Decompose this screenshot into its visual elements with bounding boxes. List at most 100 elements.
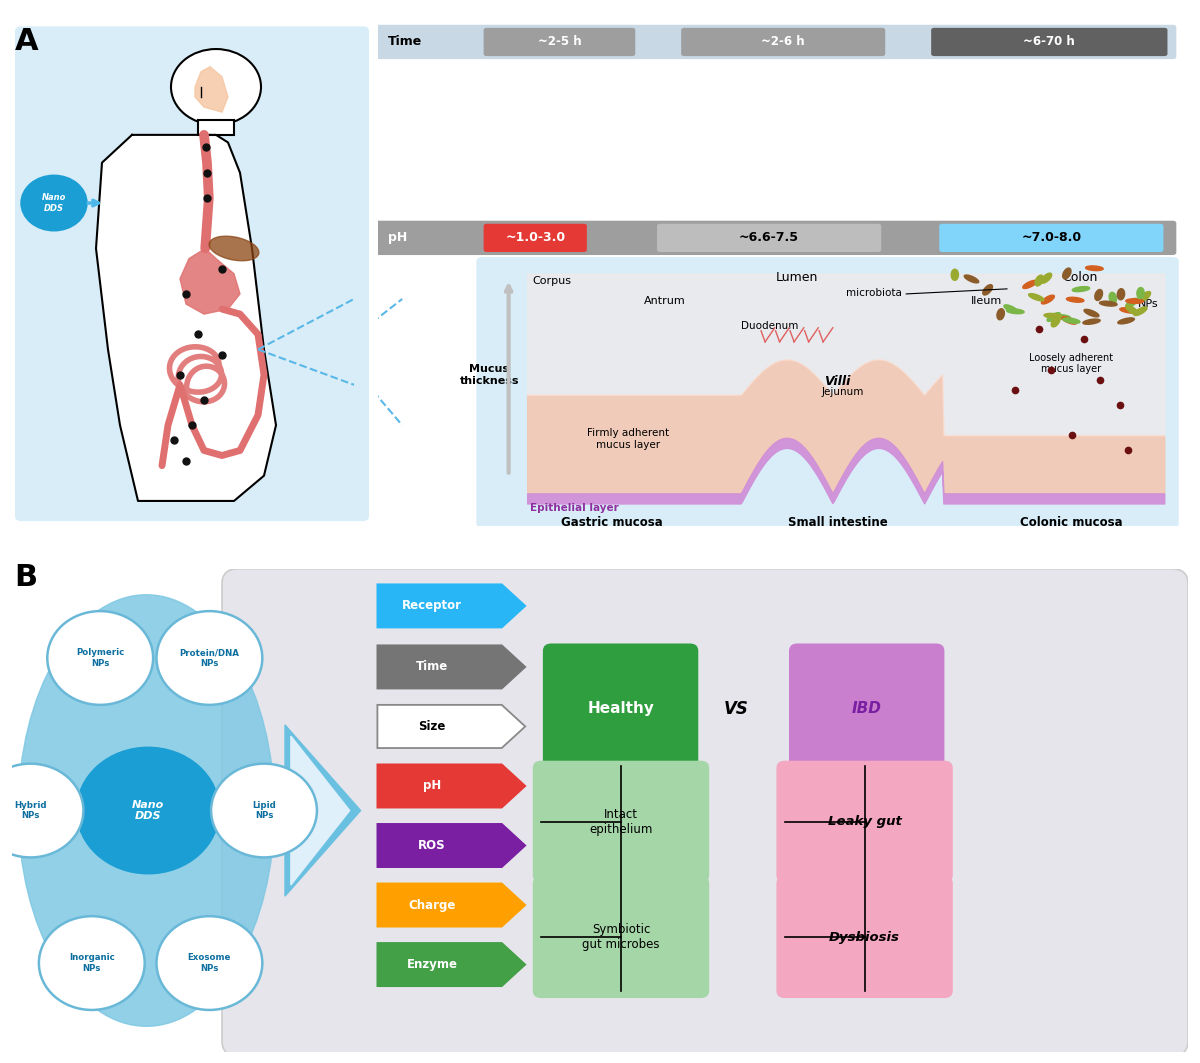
Text: Symbiotic
gut microbes: Symbiotic gut microbes	[582, 923, 660, 951]
Ellipse shape	[1063, 318, 1080, 323]
Polygon shape	[377, 943, 526, 986]
Text: Protein/DNA
NPs: Protein/DNA NPs	[180, 648, 239, 668]
FancyBboxPatch shape	[198, 120, 234, 135]
Ellipse shape	[1082, 319, 1100, 324]
Ellipse shape	[1051, 317, 1060, 327]
Ellipse shape	[1036, 275, 1043, 286]
Polygon shape	[286, 725, 361, 896]
FancyBboxPatch shape	[776, 761, 953, 882]
Ellipse shape	[1099, 301, 1117, 306]
Text: Time: Time	[416, 660, 449, 674]
Text: ~6.6-7.5: ~6.6-7.5	[739, 232, 799, 244]
Ellipse shape	[1140, 291, 1151, 302]
Circle shape	[172, 49, 262, 124]
Text: ~2-6 h: ~2-6 h	[762, 35, 805, 49]
Text: VS: VS	[724, 699, 749, 718]
Text: Intact
epithelium: Intact epithelium	[589, 808, 653, 836]
Polygon shape	[377, 705, 526, 748]
Ellipse shape	[1126, 305, 1138, 315]
Polygon shape	[96, 135, 276, 501]
Text: Lipid
NPs: Lipid NPs	[252, 800, 276, 821]
FancyBboxPatch shape	[533, 761, 709, 882]
Circle shape	[156, 916, 263, 1010]
Circle shape	[211, 763, 317, 858]
FancyBboxPatch shape	[533, 876, 709, 998]
Text: microbiota: microbiota	[846, 288, 902, 299]
Ellipse shape	[1084, 309, 1099, 317]
Text: A: A	[14, 27, 38, 55]
Ellipse shape	[1042, 273, 1051, 283]
Polygon shape	[194, 67, 228, 113]
Ellipse shape	[1126, 299, 1144, 303]
Circle shape	[156, 611, 263, 705]
Text: Polymeric
NPs: Polymeric NPs	[76, 648, 125, 668]
FancyBboxPatch shape	[374, 221, 1176, 255]
Ellipse shape	[18, 594, 275, 1027]
Text: ROS: ROS	[419, 839, 446, 853]
Text: IBD: IBD	[852, 702, 882, 716]
Ellipse shape	[1073, 287, 1090, 291]
Ellipse shape	[1022, 281, 1037, 288]
Text: Corpus: Corpus	[533, 275, 572, 286]
Text: Dysbiosis: Dysbiosis	[829, 930, 900, 944]
Polygon shape	[377, 585, 526, 627]
Text: Hybrid
NPs: Hybrid NPs	[14, 800, 47, 821]
Text: ~7.0-8.0: ~7.0-8.0	[1021, 232, 1081, 244]
Text: Enzyme: Enzyme	[407, 958, 457, 972]
FancyBboxPatch shape	[940, 223, 1164, 252]
Ellipse shape	[1086, 266, 1103, 271]
Text: Antrum: Antrum	[644, 296, 686, 306]
Polygon shape	[180, 249, 240, 315]
Text: Small intestine: Small intestine	[787, 517, 888, 529]
FancyBboxPatch shape	[776, 876, 953, 998]
Text: Firmly adherent
mucus layer: Firmly adherent mucus layer	[587, 428, 670, 450]
Polygon shape	[377, 883, 526, 927]
Text: pH: pH	[422, 779, 442, 793]
Polygon shape	[377, 764, 526, 808]
Text: Exosome
NPs: Exosome NPs	[187, 954, 232, 973]
Text: NPs: NPs	[1138, 299, 1158, 308]
Text: Jejunum: Jejunum	[822, 387, 864, 396]
Ellipse shape	[983, 285, 992, 296]
Ellipse shape	[965, 275, 979, 283]
Text: Mucus
thickness: Mucus thickness	[460, 364, 520, 386]
Text: ~1.0-3.0: ~1.0-3.0	[505, 232, 565, 244]
Ellipse shape	[1136, 287, 1144, 299]
Text: Size: Size	[419, 720, 445, 733]
Text: Villi: Villi	[824, 375, 851, 388]
FancyBboxPatch shape	[374, 24, 1176, 60]
FancyBboxPatch shape	[658, 223, 881, 252]
Text: Receptor: Receptor	[402, 600, 462, 612]
Text: Lumen: Lumen	[776, 271, 818, 284]
Text: pH: pH	[388, 232, 407, 244]
Text: Healthy: Healthy	[587, 702, 654, 716]
Text: ~2-5 h: ~2-5 h	[538, 35, 581, 49]
Circle shape	[22, 175, 88, 231]
Circle shape	[77, 747, 220, 874]
Ellipse shape	[997, 308, 1004, 320]
Text: ~6-70 h: ~6-70 h	[1024, 35, 1075, 49]
FancyBboxPatch shape	[14, 27, 370, 521]
FancyBboxPatch shape	[484, 223, 587, 252]
Text: Duodenum: Duodenum	[740, 321, 798, 332]
Ellipse shape	[952, 269, 959, 281]
FancyBboxPatch shape	[682, 28, 886, 56]
Text: Leaky gut: Leaky gut	[828, 815, 901, 828]
Text: Epithelial layer: Epithelial layer	[529, 503, 618, 513]
Ellipse shape	[1120, 308, 1136, 314]
FancyBboxPatch shape	[931, 28, 1168, 56]
Ellipse shape	[1048, 313, 1061, 321]
Text: Gastric mucosa: Gastric mucosa	[560, 517, 662, 529]
Ellipse shape	[1117, 289, 1124, 300]
Circle shape	[47, 611, 154, 705]
Text: B: B	[14, 563, 37, 592]
Ellipse shape	[1134, 307, 1147, 316]
FancyBboxPatch shape	[222, 569, 1188, 1057]
Ellipse shape	[1063, 268, 1070, 279]
FancyBboxPatch shape	[790, 643, 944, 774]
Polygon shape	[377, 645, 526, 689]
Polygon shape	[377, 824, 526, 867]
Ellipse shape	[1126, 299, 1138, 308]
FancyBboxPatch shape	[542, 643, 698, 774]
Ellipse shape	[1052, 315, 1070, 319]
